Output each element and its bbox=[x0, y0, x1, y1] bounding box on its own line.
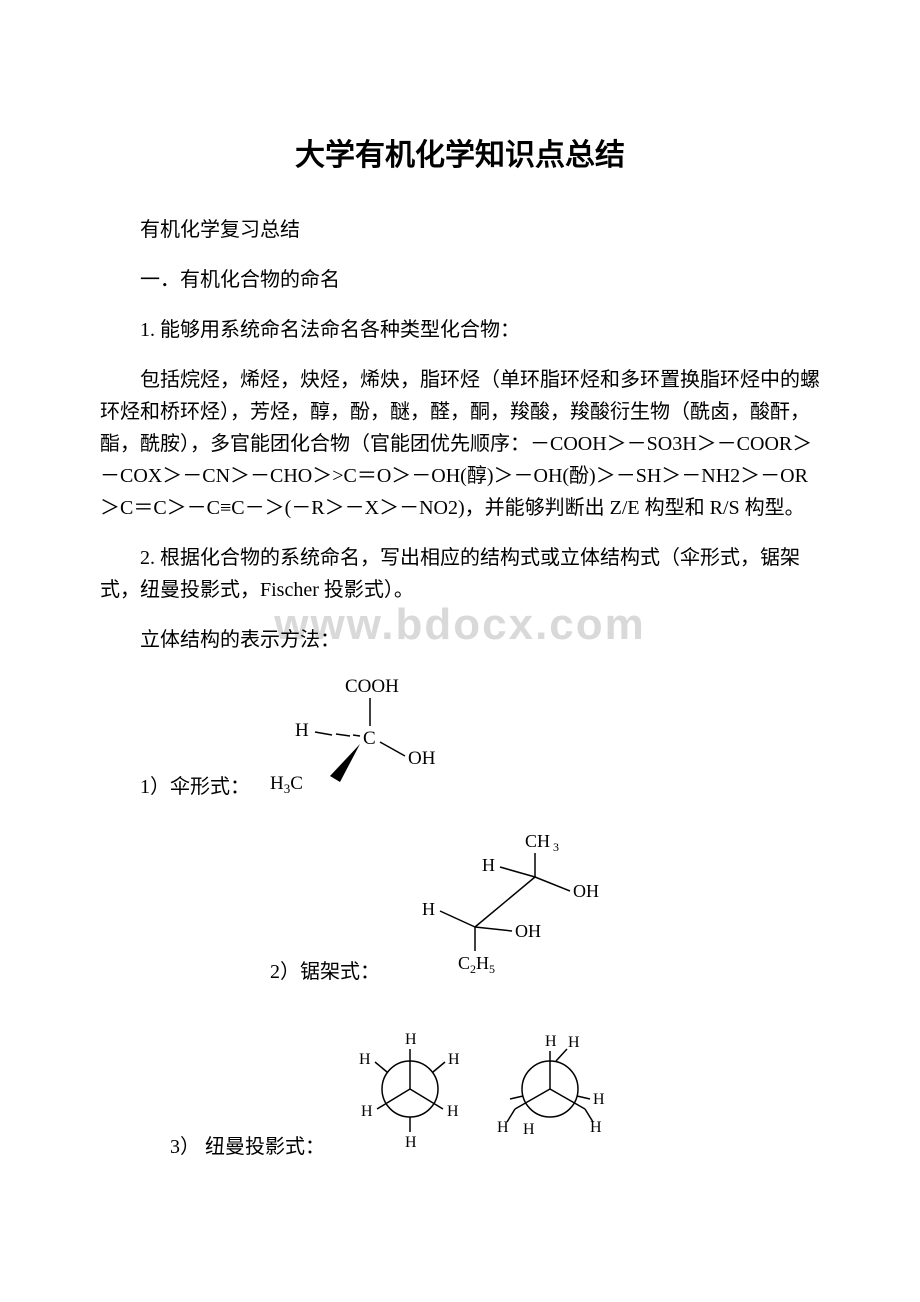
svg-text:H: H bbox=[523, 1121, 535, 1138]
newman-structure: H H H H H H H H bbox=[335, 1014, 645, 1159]
intro-para: 有机化学复习总结 bbox=[100, 214, 820, 246]
svg-text:H: H bbox=[545, 1033, 557, 1050]
svg-text:OH: OH bbox=[573, 881, 599, 901]
svg-text:H: H bbox=[405, 1134, 417, 1151]
svg-text:H: H bbox=[447, 1103, 459, 1120]
h-text: H bbox=[295, 720, 309, 741]
svg-text:CH 3: CH 3 bbox=[525, 831, 559, 854]
sawhorse-formula-row: 2）锯架式： CH 3 H OH H OH C2H5 bbox=[270, 829, 820, 984]
svg-text:H: H bbox=[361, 1103, 373, 1120]
svg-text:C2H5: C2H5 bbox=[458, 953, 495, 976]
oh-text: OH bbox=[408, 748, 436, 769]
newman-formula-row: 3） 纽曼投影式： H H H H H H bbox=[170, 1014, 820, 1159]
page-title: 大学有机化学知识点总结 bbox=[100, 130, 820, 174]
sawhorse-structure: CH 3 H OH H OH C2H5 bbox=[390, 829, 610, 984]
section-1-heading: 一．有机化合物的命名 bbox=[100, 264, 820, 296]
svg-text:H: H bbox=[422, 899, 435, 919]
svg-text:H: H bbox=[448, 1051, 460, 1068]
umbrella-formula-row: 1）伞形式： COOH C H OH H3C bbox=[140, 674, 820, 799]
svg-text:H: H bbox=[359, 1051, 371, 1068]
svg-text:H: H bbox=[482, 855, 495, 875]
item-2: 2. 根据化合物的系统命名，写出相应的结构式或立体结构式（伞形式，锯架式，纽曼投… bbox=[100, 542, 820, 606]
svg-text:H: H bbox=[590, 1119, 602, 1136]
item-1: 1. 能够用系统命名法命名各种类型化合物： bbox=[100, 314, 820, 346]
document-content: 大学有机化学知识点总结 有机化学复习总结 一．有机化合物的命名 1. 能够用系统… bbox=[100, 130, 820, 1159]
item-1-detail: 包括烷烃，烯烃，炔烃，烯炔，脂环烃（单环脂环烃和多环置换脂环烃中的螺环烃和桥环烃… bbox=[100, 364, 820, 524]
svg-text:H: H bbox=[405, 1031, 417, 1048]
svg-text:H: H bbox=[568, 1034, 580, 1051]
umbrella-structure: COOH C H OH H3C bbox=[260, 674, 450, 799]
svg-text:H: H bbox=[593, 1091, 605, 1108]
cooh-text: COOH bbox=[345, 676, 399, 697]
h3c-text: H3C bbox=[270, 773, 303, 794]
methods-intro: 立体结构的表示方法： bbox=[100, 624, 820, 656]
c-text: C bbox=[363, 728, 376, 749]
newman-label: 3） 纽曼投影式： bbox=[170, 1130, 325, 1159]
svg-text:OH: OH bbox=[515, 921, 541, 941]
sawhorse-label: 2）锯架式： bbox=[270, 955, 380, 984]
umbrella-label: 1）伞形式： bbox=[140, 770, 250, 799]
